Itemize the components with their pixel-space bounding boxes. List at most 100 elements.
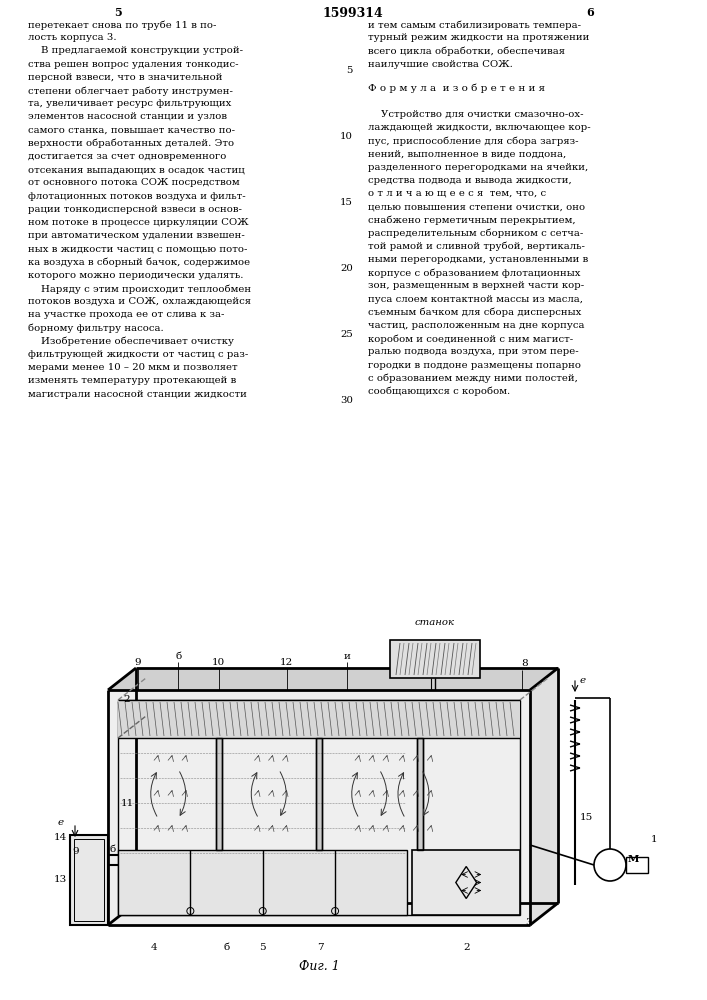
Text: 25: 25 bbox=[340, 330, 353, 339]
Text: самого станка, повышает качество по-: самого станка, повышает качество по- bbox=[28, 126, 235, 135]
Text: которого можно периодически удалять.: которого можно периодически удалять. bbox=[28, 271, 243, 280]
Text: флотационных потоков воздуха и фильт-: флотационных потоков воздуха и фильт- bbox=[28, 192, 245, 201]
Text: средства подвода и вывода жидкости,: средства подвода и вывода жидкости, bbox=[368, 176, 572, 185]
Text: 12: 12 bbox=[280, 658, 293, 667]
Text: б: б bbox=[223, 943, 230, 952]
Text: 13: 13 bbox=[54, 876, 67, 884]
Bar bbox=[118, 850, 407, 915]
Text: 30: 30 bbox=[340, 396, 353, 405]
Text: пус, приспособление для сбора загряз-: пус, приспособление для сбора загряз- bbox=[368, 136, 578, 146]
Text: 2: 2 bbox=[463, 943, 469, 952]
Text: лость корпуса 3.: лость корпуса 3. bbox=[28, 33, 117, 42]
Bar bbox=[316, 738, 322, 850]
Text: 15: 15 bbox=[340, 198, 353, 207]
Polygon shape bbox=[530, 668, 558, 925]
Text: 10: 10 bbox=[212, 658, 225, 667]
Text: ралью подвода воздуха, при этом пере-: ралью подвода воздуха, при этом пере- bbox=[368, 347, 578, 356]
Text: Фиг. 1: Фиг. 1 bbox=[298, 960, 339, 973]
Text: персной взвеси, что в значительной: персной взвеси, что в значительной bbox=[28, 73, 223, 82]
Text: б: б bbox=[110, 845, 116, 854]
Text: отсекания выпадающих в осадок частиц: отсекания выпадающих в осадок частиц bbox=[28, 165, 245, 174]
Text: при автоматическом удалении взвешен-: при автоматическом удалении взвешен- bbox=[28, 231, 245, 240]
Text: на участке прохода ее от слива к за-: на участке прохода ее от слива к за- bbox=[28, 310, 224, 319]
Text: перетекает снова по трубе 11 в по-: перетекает снова по трубе 11 в по- bbox=[28, 20, 216, 29]
Text: 9: 9 bbox=[135, 658, 141, 667]
Text: 11: 11 bbox=[121, 800, 134, 808]
Text: зон, размещенным в верхней части кор-: зон, размещенным в верхней части кор- bbox=[368, 281, 584, 290]
Text: снабжено герметичным перекрытием,: снабжено герметичным перекрытием, bbox=[368, 215, 575, 225]
Text: лаждающей жидкости, включающее кор-: лаждающей жидкости, включающее кор- bbox=[368, 123, 590, 132]
Bar bbox=[74, 839, 104, 921]
Text: и тем самым стабилизировать темпера-: и тем самым стабилизировать темпера- bbox=[368, 20, 581, 29]
Text: Ф о р м у л а  и з о б р е т е н и я: Ф о р м у л а и з о б р е т е н и я bbox=[368, 83, 545, 93]
Text: коробом и соединенной с ним магист-: коробом и соединенной с ним магист- bbox=[368, 334, 573, 344]
Text: 3: 3 bbox=[525, 918, 532, 927]
Text: магистрали насосной станции жидкости: магистрали насосной станции жидкости bbox=[28, 390, 247, 399]
Bar bbox=[626, 857, 648, 873]
Text: верхности обработанных деталей. Это: верхности обработанных деталей. Это bbox=[28, 139, 234, 148]
Text: частиц, расположенным на дне корпуса: частиц, расположенным на дне корпуса bbox=[368, 321, 585, 330]
Text: от основного потока СОЖ посредством: от основного потока СОЖ посредством bbox=[28, 178, 240, 187]
Text: борному фильтру насоса.: борному фильтру насоса. bbox=[28, 324, 164, 333]
Text: 9: 9 bbox=[72, 847, 78, 856]
Text: e: e bbox=[580, 676, 586, 685]
Text: ства решен вопрос удаления тонкодис-: ства решен вопрос удаления тонкодис- bbox=[28, 60, 238, 69]
Text: 14: 14 bbox=[54, 833, 67, 842]
Text: 15: 15 bbox=[580, 814, 593, 822]
Text: Устройство для очистки смазочно-ох-: Устройство для очистки смазочно-ох- bbox=[368, 110, 583, 119]
Text: 10: 10 bbox=[340, 132, 353, 141]
Text: корпусе с образованием флотационных: корпусе с образованием флотационных bbox=[368, 268, 580, 278]
Text: 5: 5 bbox=[346, 66, 353, 75]
Text: 6: 6 bbox=[586, 7, 594, 18]
Text: достигается за счет одновременного: достигается за счет одновременного bbox=[28, 152, 226, 161]
Text: мерами менее 10 – 20 мкм и позволяет: мерами менее 10 – 20 мкм и позволяет bbox=[28, 363, 238, 372]
Text: степени облегчает работу инструмен-: степени облегчает работу инструмен- bbox=[28, 86, 233, 96]
Text: 20: 20 bbox=[340, 264, 353, 273]
Bar bbox=[416, 738, 423, 850]
Text: потоков воздуха и СОЖ, охлаждающейся: потоков воздуха и СОЖ, охлаждающейся bbox=[28, 297, 251, 306]
Text: e: e bbox=[58, 818, 64, 827]
Text: ными перегородками, установленными в: ными перегородками, установленными в bbox=[368, 255, 588, 264]
Text: и: и bbox=[344, 652, 351, 661]
Text: с образованием между ними полостей,: с образованием между ними полостей, bbox=[368, 374, 578, 383]
Text: наилучшие свойства СОЖ.: наилучшие свойства СОЖ. bbox=[368, 60, 513, 69]
Text: пуса слоем контактной массы из масла,: пуса слоем контактной массы из масла, bbox=[368, 295, 583, 304]
Text: В предлагаемой конструкции устрой-: В предлагаемой конструкции устрой- bbox=[28, 46, 243, 55]
Text: 5: 5 bbox=[114, 7, 122, 18]
Text: сообщающихся с коробом.: сообщающихся с коробом. bbox=[368, 387, 510, 396]
Text: 8: 8 bbox=[521, 659, 528, 668]
Text: та, увеличивает ресурс фильтрующих: та, увеличивает ресурс фильтрующих bbox=[28, 99, 231, 108]
Text: городки в поддоне размещены попарно: городки в поддоне размещены попарно bbox=[368, 361, 581, 370]
Text: разделенного перегородками на ячейки,: разделенного перегородками на ячейки, bbox=[368, 163, 588, 172]
Bar bbox=[118, 700, 520, 738]
Text: Наряду с этим происходит теплообмен: Наряду с этим происходит теплообмен bbox=[28, 284, 251, 294]
Bar bbox=[108, 690, 530, 925]
Text: фильтрующей жидкости от частиц с раз-: фильтрующей жидкости от частиц с раз- bbox=[28, 350, 248, 359]
Text: 7: 7 bbox=[317, 943, 324, 952]
Text: ных в жидкости частиц с помощью пото-: ных в жидкости частиц с помощью пото- bbox=[28, 244, 247, 253]
Text: турный режим жидкости на протяжении: турный режим жидкости на протяжении bbox=[368, 33, 590, 42]
Text: 2: 2 bbox=[123, 695, 129, 704]
Text: целью повышения степени очистки, оно: целью повышения степени очистки, оно bbox=[368, 202, 585, 211]
Bar bbox=[216, 738, 221, 850]
Bar bbox=[316, 738, 322, 850]
Text: 1599314: 1599314 bbox=[322, 7, 383, 20]
Text: элементов насосной станции и узлов: элементов насосной станции и узлов bbox=[28, 112, 227, 121]
Text: 1: 1 bbox=[651, 836, 658, 844]
Text: нений, выполненное в виде поддона,: нений, выполненное в виде поддона, bbox=[368, 149, 566, 158]
Bar bbox=[416, 738, 423, 850]
Text: рации тонкодисперсной взвеси в основ-: рации тонкодисперсной взвеси в основ- bbox=[28, 205, 242, 214]
Text: 4: 4 bbox=[151, 943, 158, 952]
Text: о т л и ч а ю щ е е с я  тем, что, с: о т л и ч а ю щ е е с я тем, что, с bbox=[368, 189, 546, 198]
Text: 5: 5 bbox=[259, 943, 266, 952]
Bar bbox=[390, 640, 480, 678]
Bar bbox=[70, 835, 108, 925]
Bar bbox=[216, 738, 221, 850]
Text: съемным бачком для сбора дисперсных: съемным бачком для сбора дисперсных bbox=[368, 308, 581, 317]
Bar bbox=[412, 850, 520, 915]
Text: той рамой и сливной трубой, вертикаль-: той рамой и сливной трубой, вертикаль- bbox=[368, 242, 585, 251]
Text: изменять температуру протекающей в: изменять температуру протекающей в bbox=[28, 376, 236, 385]
Text: б: б bbox=[175, 652, 182, 661]
Text: всего цикла обработки, обеспечивая: всего цикла обработки, обеспечивая bbox=[368, 46, 565, 56]
Text: Изобретение обеспечивает очистку: Изобретение обеспечивает очистку bbox=[28, 337, 234, 346]
